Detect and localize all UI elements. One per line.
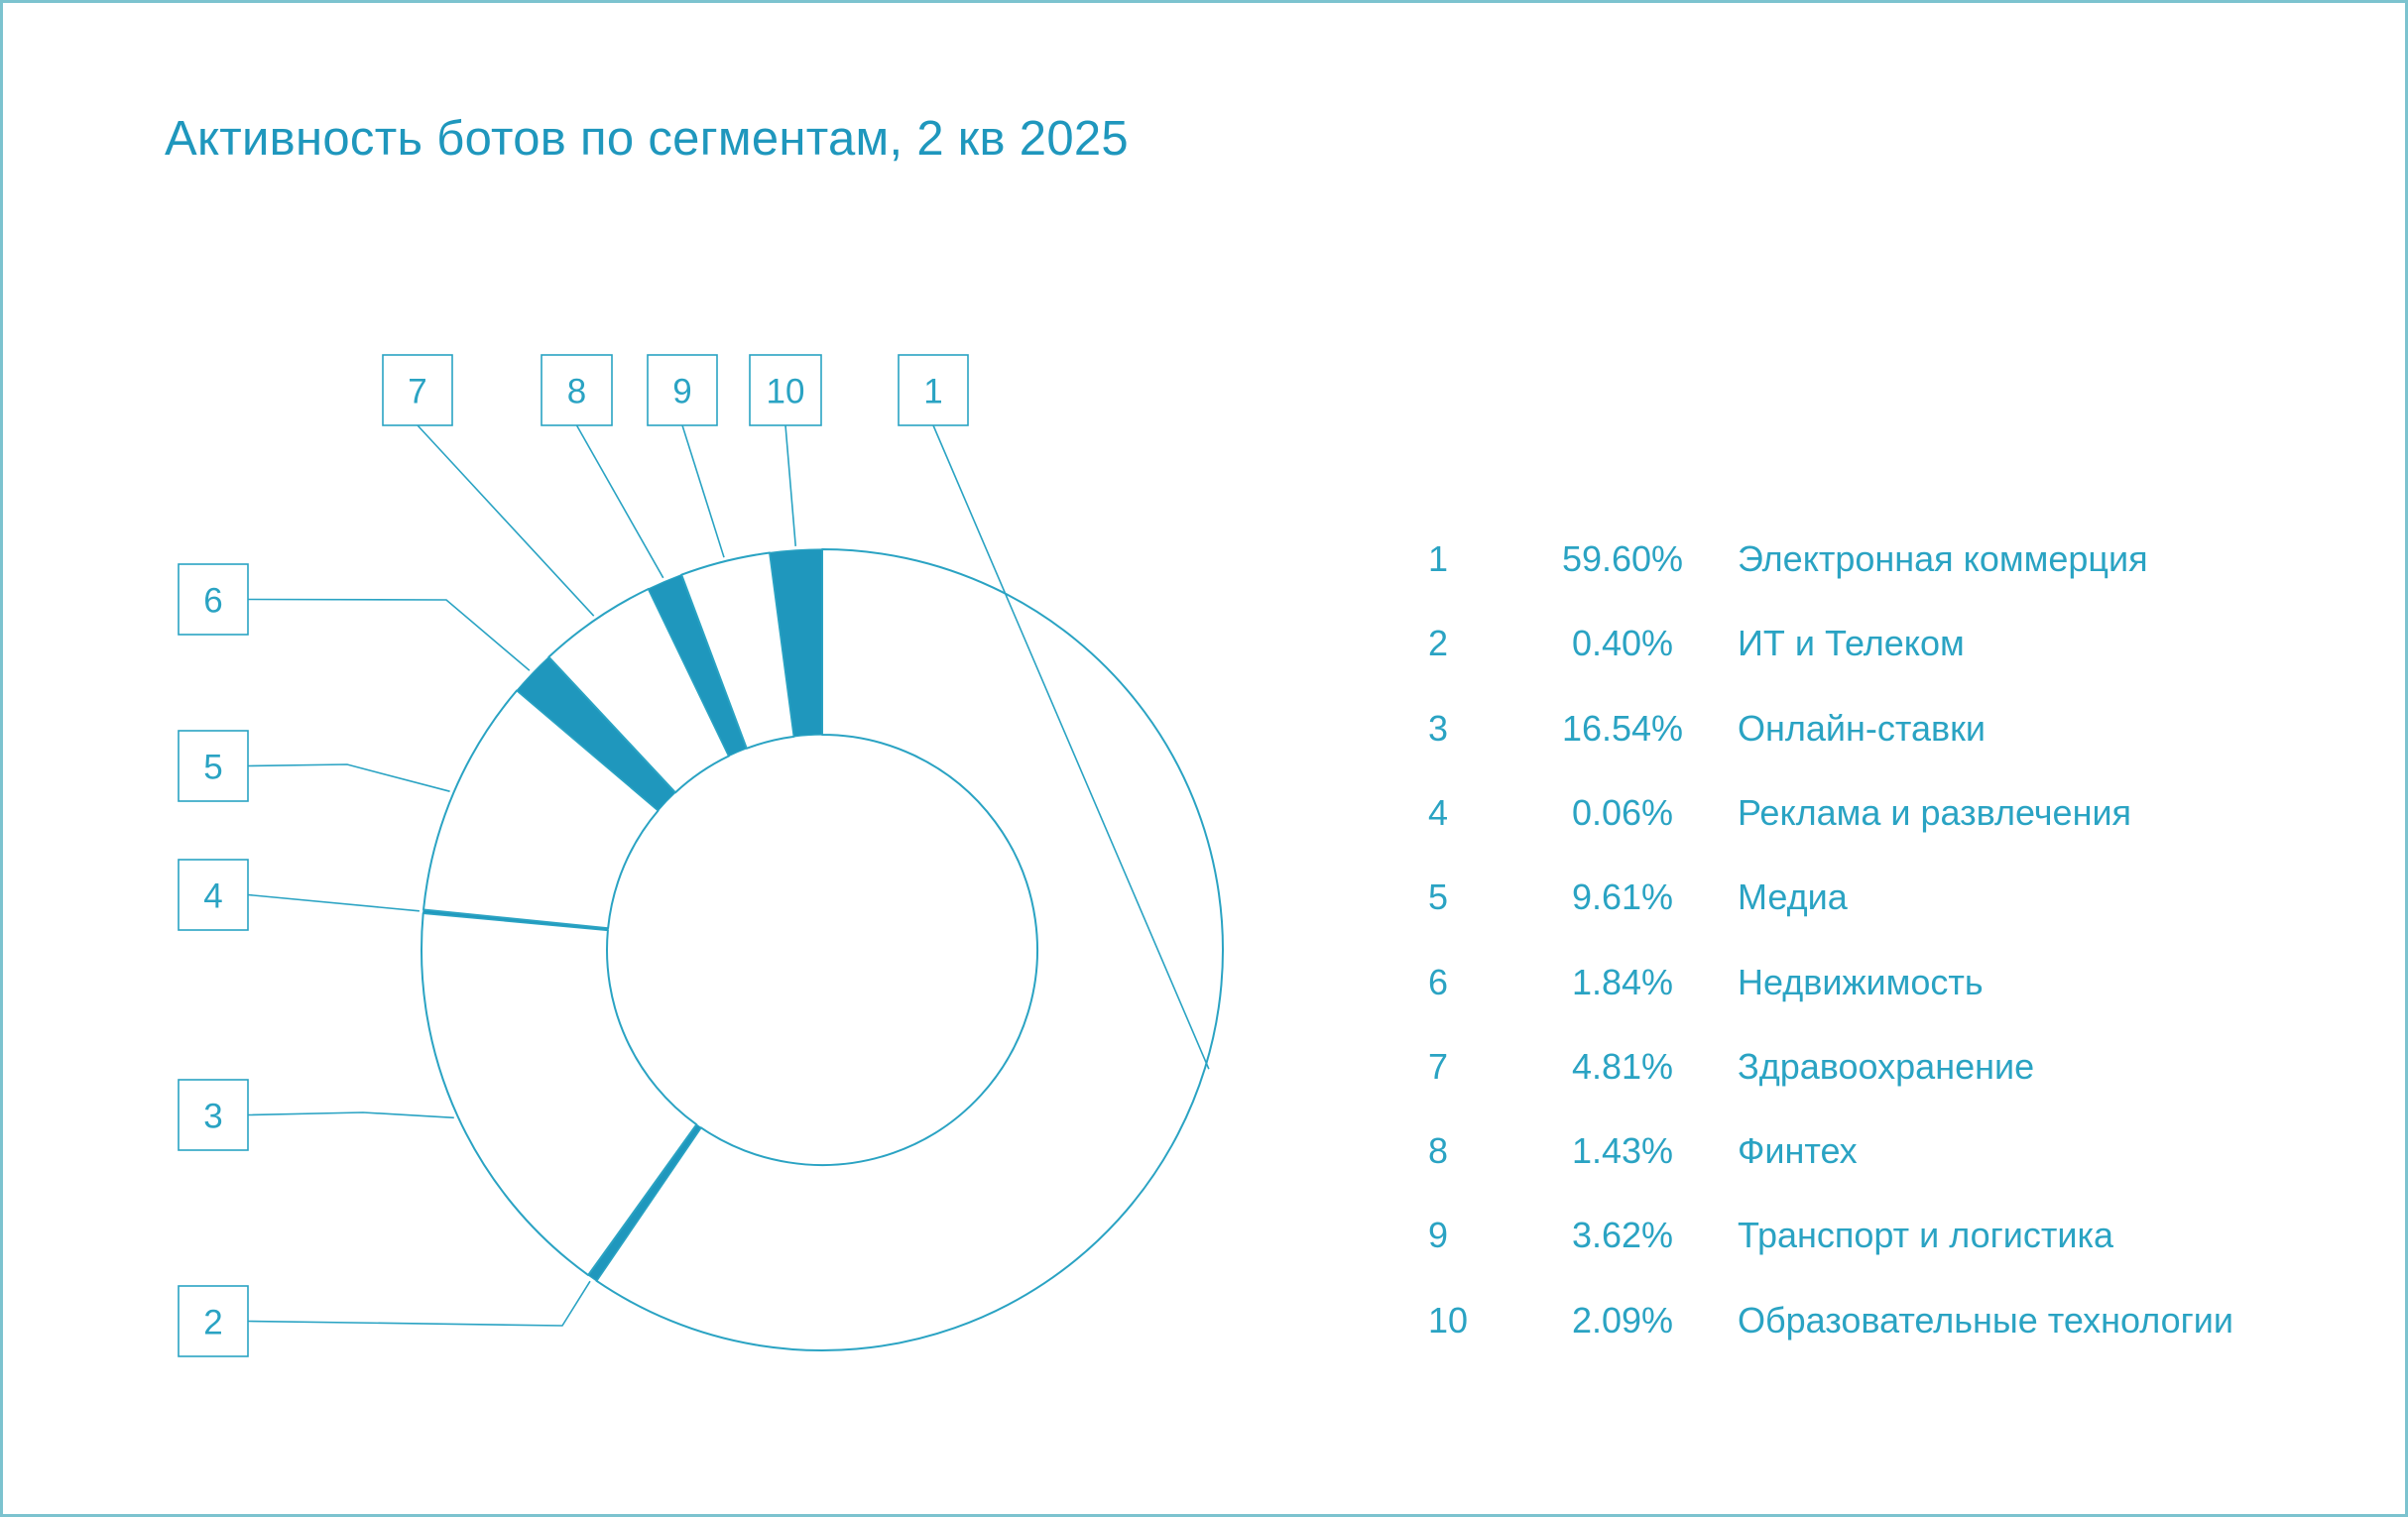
slices xyxy=(421,548,1224,1351)
legend-percent: 1.43% xyxy=(1571,1130,1674,1172)
callout-label-7: 7 xyxy=(408,373,426,411)
legend-percent: 59.60% xyxy=(1561,538,1684,579)
legend-percent: 16.54% xyxy=(1561,707,1684,749)
leader-line-8 xyxy=(575,424,664,579)
legend-percent: 2.09% xyxy=(1571,1299,1674,1341)
callout-box-5 xyxy=(178,730,249,802)
legend-label: Онлайн-ставки xyxy=(1738,707,1986,749)
callout-label-2: 2 xyxy=(203,1304,222,1342)
legend-label: Реклама и развлечения xyxy=(1738,791,2132,833)
legend-percent: 4.81% xyxy=(1571,1045,1674,1087)
leader-line-2 xyxy=(247,1280,591,1327)
legend-percent: 0.06% xyxy=(1571,791,1674,833)
legend-label: Здравоохранение xyxy=(1738,1045,2035,1087)
callout-box-2 xyxy=(178,1285,249,1357)
leader-line-3 xyxy=(247,1111,454,1119)
leader-line-10 xyxy=(784,424,797,546)
callout-box-6 xyxy=(178,563,249,636)
callout-box-3 xyxy=(178,1079,249,1151)
callout-label-10: 10 xyxy=(767,373,805,411)
leader-line-9 xyxy=(681,424,725,558)
leader-line-6 xyxy=(247,598,531,671)
callout-label-5: 5 xyxy=(203,749,222,787)
legend-number: 8 xyxy=(1428,1130,1449,1172)
legend-number: 9 xyxy=(1428,1215,1449,1256)
slice-3 xyxy=(421,911,698,1277)
callout-label-3: 3 xyxy=(203,1098,222,1136)
legend-label: Транспорт и логистика xyxy=(1738,1215,2114,1256)
legend-label: Недвижимость xyxy=(1738,961,1984,1002)
callout-label-9: 9 xyxy=(672,373,691,411)
leader-line-5 xyxy=(247,763,450,792)
legend-percent: 1.84% xyxy=(1571,961,1674,1002)
legend-number: 7 xyxy=(1428,1045,1449,1087)
callout-label-1: 1 xyxy=(923,373,942,411)
callout-label-4: 4 xyxy=(203,877,222,916)
legend-label: Финтех xyxy=(1738,1130,1858,1172)
legend-number: 2 xyxy=(1428,623,1449,664)
legend-number: 10 xyxy=(1428,1299,1469,1341)
legend-number: 1 xyxy=(1428,538,1449,579)
legend-label: ИТ и Телеком xyxy=(1738,623,1965,664)
legend-label: Медиа xyxy=(1738,876,1848,918)
legend-percent: 9.61% xyxy=(1571,876,1674,918)
legend-percent: 0.40% xyxy=(1571,623,1674,664)
legend-percent: 3.62% xyxy=(1571,1215,1674,1256)
callouts: 1 2 3 4 5 6 7 8 9 10 xyxy=(178,354,1210,1357)
legend-label: Электронная коммерция xyxy=(1738,538,2148,579)
legend-number: 3 xyxy=(1428,707,1449,749)
callout-box-9 xyxy=(647,354,718,426)
leader-line-4 xyxy=(247,893,420,912)
leader-line-1 xyxy=(932,424,1210,1070)
leader-line-7 xyxy=(417,424,595,617)
callout-box-7 xyxy=(382,354,453,426)
legend-number: 6 xyxy=(1428,961,1449,1002)
callout-box-8 xyxy=(541,354,613,426)
callout-label-8: 8 xyxy=(567,373,586,411)
callout-box-10 xyxy=(749,354,822,426)
legend-label: Образовательные технологии xyxy=(1738,1299,2233,1341)
callout-box-1 xyxy=(898,354,969,426)
chart-title: Активность ботов по сегментам, 2 кв 2025 xyxy=(165,112,1129,166)
callout-label-6: 6 xyxy=(203,582,222,621)
slice-10 xyxy=(769,548,823,738)
legend-number: 4 xyxy=(1428,791,1449,833)
callout-box-4 xyxy=(178,859,249,931)
legend-number: 5 xyxy=(1428,876,1449,918)
slice-1 xyxy=(595,548,1224,1351)
